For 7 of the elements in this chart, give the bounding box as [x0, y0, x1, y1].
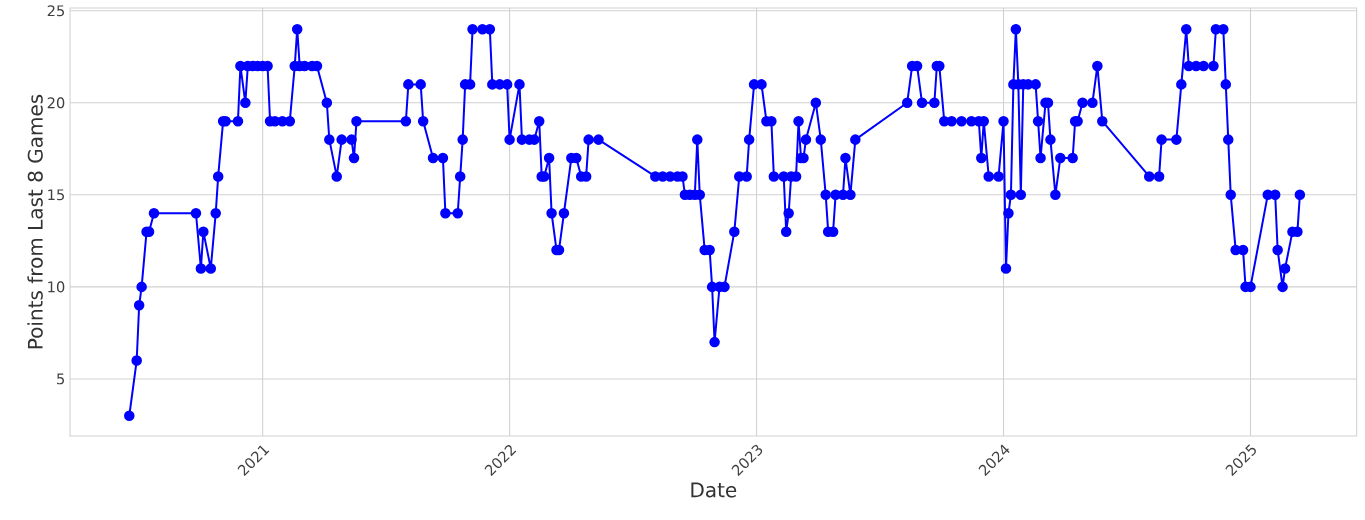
y-tick-label: 25 [47, 5, 65, 17]
y-axis-title: Points from Last 8 Games [27, 94, 43, 349]
y-tick-label: 5 [57, 373, 65, 385]
y-tick-label: 15 [48, 189, 65, 201]
y-tick-label: 20 [47, 97, 65, 109]
x-axis-title: Date [691, 482, 737, 498]
y-tick-label: 10 [48, 281, 65, 293]
